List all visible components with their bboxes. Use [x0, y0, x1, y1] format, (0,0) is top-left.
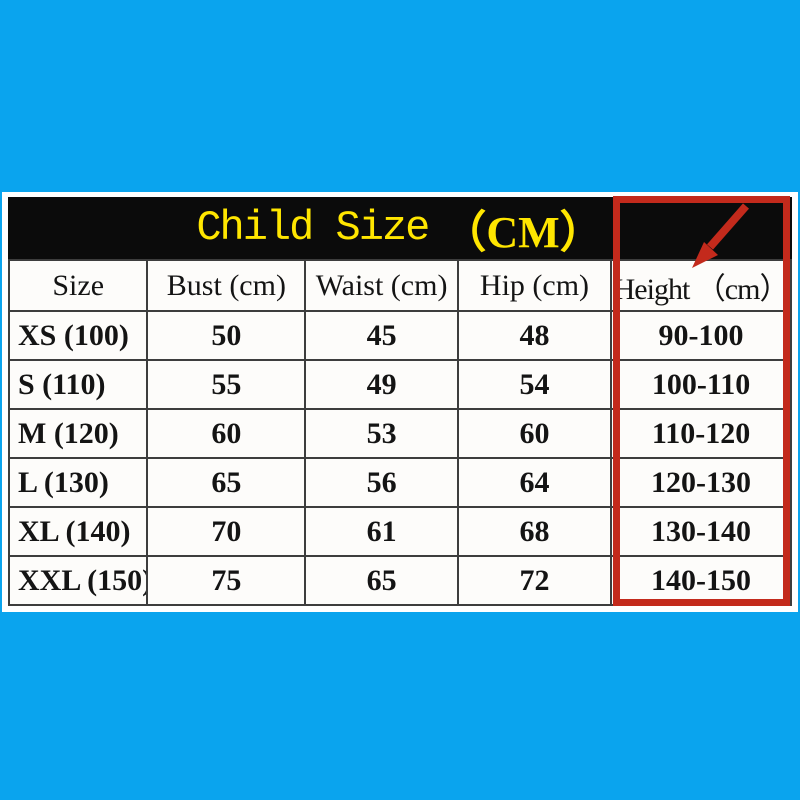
bust-value: 75	[146, 555, 307, 606]
table-row: M (120) 60 53 60 110-120	[7, 408, 792, 459]
column-header-height: Height （cm）	[610, 259, 792, 312]
hip-value: 68	[456, 506, 613, 557]
size-label: S (110)	[7, 359, 149, 410]
column-header-bust: Bust (cm)	[146, 259, 307, 312]
size-chart-table: Size Bust (cm) Waist (cm) Hip (cm) Heigh…	[7, 259, 792, 606]
size-label: M (120)	[7, 408, 149, 459]
column-header-size: Size	[7, 259, 149, 312]
height-value: 110-120	[610, 408, 792, 459]
size-label: L (130)	[7, 457, 149, 508]
chart-title: Child Size	[196, 204, 430, 252]
bust-value: 50	[146, 310, 307, 361]
height-value: 100-110	[610, 359, 792, 410]
chart-title-unit: （CM）	[442, 208, 604, 257]
height-value: 90-100	[610, 310, 792, 361]
size-label: XXL (150)	[7, 555, 149, 606]
bust-value: 60	[146, 408, 307, 459]
size-chart-panel: Child Size （CM） Size Bust (cm) Waist (cm…	[2, 192, 798, 612]
chart-title-banner: Child Size （CM）	[8, 197, 792, 259]
height-value: 140-150	[610, 555, 792, 606]
bust-value: 70	[146, 506, 307, 557]
waist-value: 65	[304, 555, 459, 606]
waist-value: 61	[304, 506, 459, 557]
hip-value: 54	[456, 359, 613, 410]
hip-value: 72	[456, 555, 613, 606]
height-value: 120-130	[610, 457, 792, 508]
hip-value: 48	[456, 310, 613, 361]
hip-value: 64	[456, 457, 613, 508]
table-row: XL (140) 70 61 68 130-140	[7, 506, 792, 557]
waist-value: 56	[304, 457, 459, 508]
waist-value: 53	[304, 408, 459, 459]
waist-value: 45	[304, 310, 459, 361]
column-header-hip: Hip (cm)	[456, 259, 613, 312]
table-row: XS (100) 50 45 48 90-100	[7, 310, 792, 361]
table-row: XXL (150) 75 65 72 140-150	[7, 555, 792, 606]
table-row: L (130) 65 56 64 120-130	[7, 457, 792, 508]
height-value: 130-140	[610, 506, 792, 557]
waist-value: 49	[304, 359, 459, 410]
size-label: XS (100)	[7, 310, 149, 361]
table-row: S (110) 55 49 54 100-110	[7, 359, 792, 410]
column-header-waist: Waist (cm)	[304, 259, 459, 312]
bust-value: 55	[146, 359, 307, 410]
size-label: XL (140)	[7, 506, 149, 557]
hip-value: 60	[456, 408, 613, 459]
bust-value: 65	[146, 457, 307, 508]
table-header-row: Size Bust (cm) Waist (cm) Hip (cm) Heigh…	[7, 259, 792, 312]
